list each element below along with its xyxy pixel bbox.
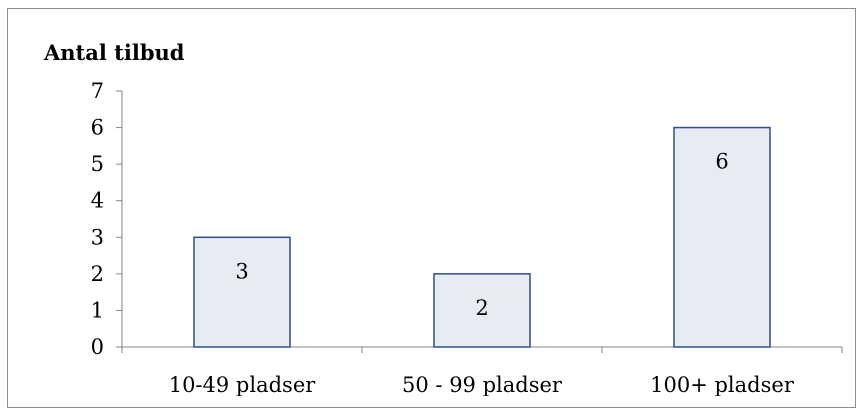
bar xyxy=(193,236,291,348)
data-label: 6 xyxy=(715,150,728,174)
y-tick-label: 4 xyxy=(91,189,104,213)
y-tick-label: 0 xyxy=(91,335,104,359)
bars-group xyxy=(193,126,771,348)
y-axis-group: 0 1 2 3 4 5 6 7 xyxy=(91,79,123,359)
y-tick-label: 7 xyxy=(91,79,104,103)
y-tick-label: 2 xyxy=(91,262,104,286)
data-label: 2 xyxy=(475,296,488,320)
x-axis-group: 10-49 pladser 50 - 99 pladser 100+ pladser xyxy=(121,346,843,396)
y-tick-label: 6 xyxy=(91,116,104,140)
data-label: 3 xyxy=(235,259,248,283)
x-category-label: 10-49 pladser xyxy=(169,373,317,396)
data-labels-group: 3 2 6 xyxy=(235,150,728,320)
x-category-label: 100+ pladser xyxy=(650,373,795,396)
chart-title: Antal tilbud xyxy=(44,40,185,65)
bar xyxy=(673,126,771,348)
y-tick-label: 5 xyxy=(91,152,104,176)
y-tick-label: 3 xyxy=(91,225,104,249)
x-category-label: 50 - 99 pladser xyxy=(402,373,563,396)
y-tick-label: 1 xyxy=(91,298,104,322)
bar-chart: 0 1 2 3 4 5 6 7 10-49 pladser 50 - 99 pladser 100… xyxy=(91,79,843,396)
bar xyxy=(433,273,531,348)
